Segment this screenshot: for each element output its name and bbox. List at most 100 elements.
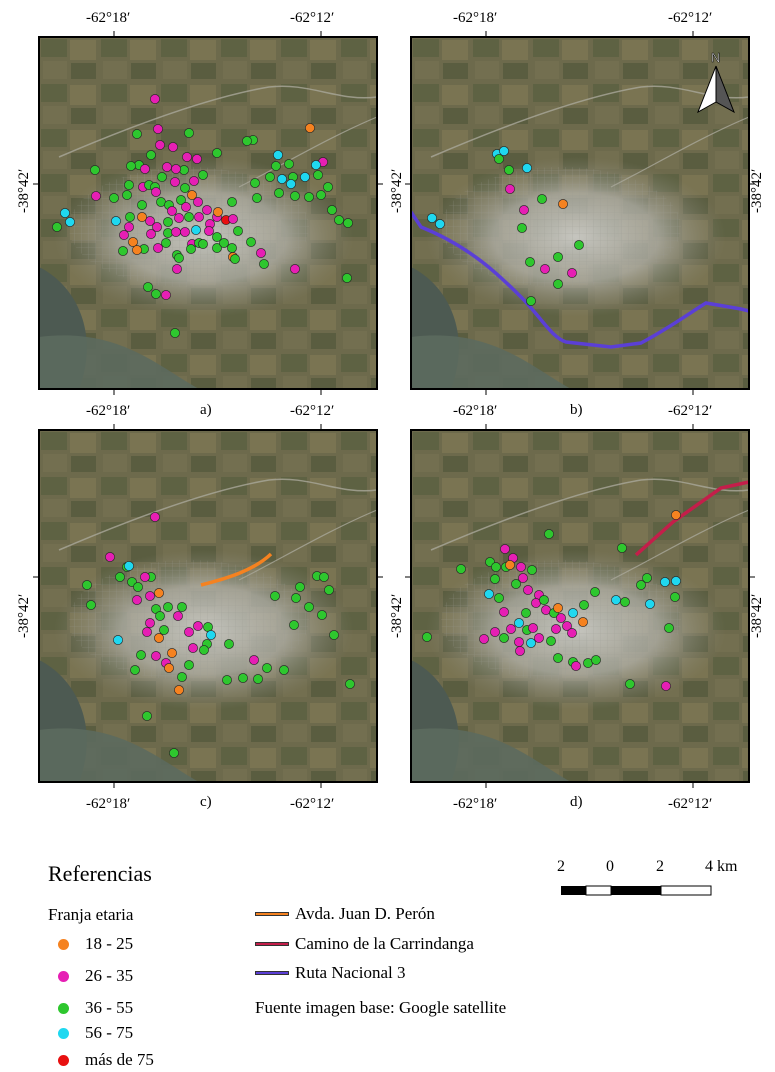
point-magenta bbox=[540, 264, 550, 274]
estuary-area bbox=[39, 335, 199, 389]
point-magenta bbox=[171, 227, 181, 237]
point-green bbox=[122, 190, 132, 200]
point-green bbox=[544, 529, 554, 539]
point-orange bbox=[578, 617, 588, 627]
point-green bbox=[109, 193, 119, 203]
street-grid bbox=[441, 167, 681, 287]
tick-left-d: -38°42′ bbox=[389, 594, 405, 638]
orange-dot-icon bbox=[58, 938, 69, 950]
point-green bbox=[184, 212, 194, 222]
tick-right-b: -38°42′ bbox=[749, 169, 765, 213]
point-green bbox=[115, 572, 125, 582]
point-green bbox=[184, 660, 194, 670]
point-green bbox=[212, 232, 222, 242]
point-green bbox=[265, 172, 275, 182]
point-orange bbox=[164, 663, 174, 673]
point-green bbox=[319, 572, 329, 582]
point-green bbox=[136, 650, 146, 660]
point-magenta bbox=[132, 595, 142, 605]
point-magenta bbox=[155, 140, 165, 150]
point-green bbox=[157, 172, 167, 182]
point-magenta bbox=[173, 611, 183, 621]
point-green bbox=[574, 240, 584, 250]
point-magenta bbox=[551, 624, 561, 634]
point-green bbox=[525, 257, 535, 267]
point-magenta bbox=[515, 646, 525, 656]
point-magenta bbox=[661, 681, 671, 691]
point-magenta bbox=[204, 226, 214, 236]
legend-label: 26 - 35 bbox=[85, 966, 134, 985]
point-green bbox=[539, 595, 549, 605]
point-cyan bbox=[113, 635, 123, 645]
point-green bbox=[343, 218, 353, 228]
point-magenta bbox=[189, 176, 199, 186]
point-magenta bbox=[500, 544, 510, 554]
scale-label-4km: 4 km bbox=[705, 858, 738, 875]
point-magenta bbox=[567, 268, 577, 278]
map-figure: -62°18′ -62°12′ -62°18′ -62°12′ -62°18′ … bbox=[16, 10, 765, 812]
tick-bottom-a-1: -62°18′ bbox=[86, 403, 130, 419]
point-magenta bbox=[171, 164, 181, 174]
point-green bbox=[670, 592, 680, 602]
point-green bbox=[290, 191, 300, 201]
point-green bbox=[184, 128, 194, 138]
tick-bottom-b-2: -62°12′ bbox=[668, 403, 712, 419]
legend-route-carrindanga: Camino de la Carrindanga bbox=[255, 933, 474, 955]
point-green bbox=[521, 608, 531, 618]
point-green bbox=[250, 178, 260, 188]
point-green bbox=[491, 562, 501, 572]
point-green bbox=[316, 190, 326, 200]
point-cyan bbox=[435, 219, 445, 229]
point-magenta bbox=[184, 627, 194, 637]
point-magenta bbox=[562, 621, 572, 631]
point-cyan bbox=[65, 217, 75, 227]
point-green bbox=[262, 663, 272, 673]
point-green bbox=[137, 200, 147, 210]
point-green bbox=[590, 587, 600, 597]
point-green bbox=[170, 328, 180, 338]
estuary-area bbox=[411, 728, 571, 782]
legend-item-18-25: 18 - 25 bbox=[58, 933, 133, 955]
point-green bbox=[345, 679, 355, 689]
point-green bbox=[553, 252, 563, 262]
point-cyan bbox=[273, 150, 283, 160]
legend-label: más de 75 bbox=[85, 1050, 154, 1069]
point-green bbox=[642, 573, 652, 583]
point-green bbox=[526, 296, 536, 306]
point-magenta bbox=[119, 230, 129, 240]
svg-text:N: N bbox=[711, 50, 720, 65]
point-green bbox=[90, 165, 100, 175]
point-green bbox=[279, 665, 289, 675]
point-green bbox=[620, 597, 630, 607]
point-magenta bbox=[167, 206, 177, 216]
point-green bbox=[246, 237, 256, 247]
point-magenta bbox=[146, 229, 156, 239]
red-dot-icon bbox=[58, 1054, 69, 1066]
point-green bbox=[163, 602, 173, 612]
point-magenta bbox=[168, 142, 178, 152]
point-magenta bbox=[150, 512, 160, 522]
point-magenta bbox=[202, 205, 212, 215]
road-line bbox=[610, 509, 749, 581]
point-magenta bbox=[151, 651, 161, 661]
point-green bbox=[176, 195, 186, 205]
point-orange bbox=[128, 237, 138, 247]
scale-label-2-left: 2 bbox=[557, 858, 565, 875]
cyan-dot-icon bbox=[58, 1027, 69, 1039]
estuary-area bbox=[411, 335, 571, 389]
point-green bbox=[270, 591, 280, 601]
point-magenta bbox=[174, 213, 184, 223]
point-green bbox=[329, 630, 339, 640]
point-green bbox=[222, 675, 232, 685]
point-magenta bbox=[256, 248, 266, 258]
point-green bbox=[591, 655, 601, 665]
legend-item-mas-de-75: más de 75 bbox=[58, 1049, 154, 1071]
road-line bbox=[58, 478, 377, 551]
point-magenta bbox=[506, 624, 516, 634]
point-magenta bbox=[151, 187, 161, 197]
tick-top-b-2: -62°12′ bbox=[668, 10, 712, 26]
point-magenta bbox=[479, 634, 489, 644]
point-magenta bbox=[528, 623, 538, 633]
point-green bbox=[617, 543, 627, 553]
point-magenta bbox=[180, 227, 190, 237]
